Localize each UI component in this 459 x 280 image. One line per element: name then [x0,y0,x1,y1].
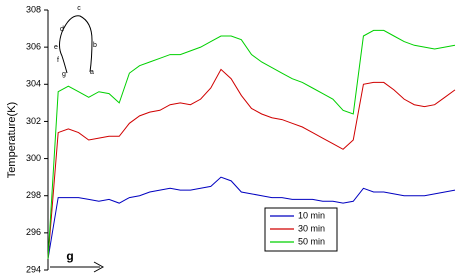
inset-label: f [57,57,59,64]
data-line [47,68,456,259]
x-arrow-head [93,261,105,273]
y-tick-label: 298 [26,190,41,200]
inset-label: d [60,26,64,33]
y-tick-label: 304 [26,79,41,89]
x-axis-label: g [66,249,73,263]
inset-label: b [93,42,97,49]
y-axis-label: Temperature(K) [6,102,18,178]
y-tick-label: 302 [26,116,41,126]
legend-label: 10 min [298,210,325,220]
legend-label: 30 min [298,223,325,233]
y-tick-label: 296 [26,227,41,237]
inset-label: e [54,44,58,51]
y-tick-label: 300 [26,153,41,163]
data-line [47,29,456,259]
y-tick-label: 308 [26,4,41,14]
y-tick-label: 306 [26,42,41,52]
legend-label: 50 min [298,236,325,246]
inset-shape [59,15,93,74]
y-tick-label: 294 [26,264,41,274]
inset-label: a [90,69,94,76]
inset-label: c [77,5,81,12]
inset-label: g [62,71,66,78]
data-line [47,176,456,259]
